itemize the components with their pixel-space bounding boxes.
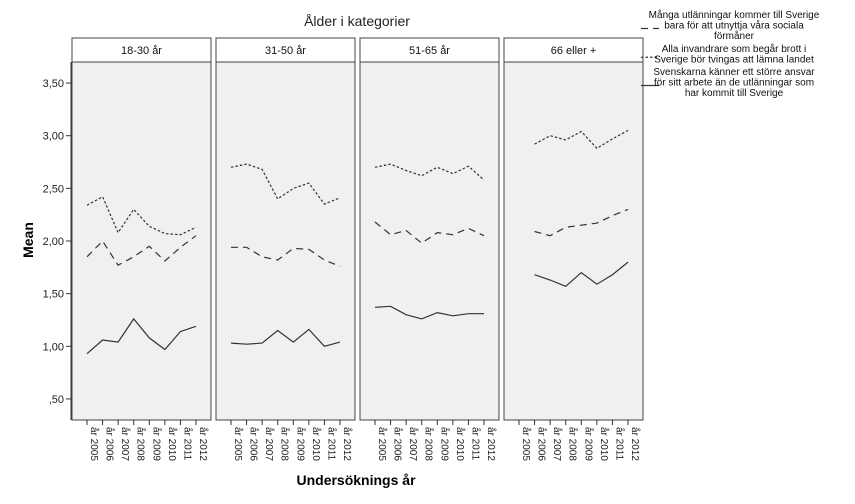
x-tick-label: år 2009	[294, 427, 306, 461]
panel-label: 18-30 år	[121, 45, 162, 57]
x-axis-title: Undersöknings år	[296, 472, 416, 488]
x-tick-label: år 2010	[598, 427, 610, 461]
x-tick-label: år 2005	[88, 427, 100, 461]
y-tick-label: 2,50	[43, 183, 64, 195]
y-tick-label: 2,00	[43, 236, 64, 248]
panel-plot-area	[359, 61, 500, 421]
series-line	[534, 129, 629, 150]
panel-plot-area	[71, 61, 212, 421]
x-tick-label: år 2009	[438, 427, 450, 461]
x-tick-label: år 2007	[407, 427, 419, 461]
x-tick-label: år 2005	[376, 427, 388, 461]
series-line	[534, 208, 629, 237]
series-line	[86, 317, 197, 355]
series-line	[231, 246, 341, 267]
series-line	[374, 221, 485, 244]
x-tick-label: år 2012	[629, 427, 641, 461]
series-line	[374, 163, 485, 181]
x-tick-label: år 2005	[520, 427, 532, 461]
x-tick-label: år 2006	[248, 427, 260, 461]
series-line	[230, 163, 341, 205]
x-tick-label: år 2009	[150, 427, 162, 461]
y-tick-label: 1,50	[43, 289, 64, 301]
y-tick-label: 3,50	[43, 78, 64, 90]
x-tick-label: år 2008	[423, 427, 435, 461]
x-tick-label: år 2008	[279, 427, 291, 461]
x-tick-label: år 2008	[567, 427, 579, 461]
series-line	[230, 328, 341, 347]
x-tick-label: år 2010	[310, 427, 322, 461]
series-line	[374, 305, 484, 320]
x-tick-label: år 2010	[454, 427, 466, 461]
panel-plot-area	[215, 61, 356, 421]
x-tick-label: år 2007	[119, 427, 131, 461]
y-tick-label: 3,00	[43, 131, 64, 143]
x-tick-label: år 2005	[232, 427, 244, 461]
x-tick-label: år 2011	[613, 427, 625, 461]
x-tick-label: år 2009	[582, 427, 594, 461]
x-tick-label: år 2007	[551, 427, 563, 461]
panel-label: 66 eller +	[551, 45, 597, 57]
x-tick-label: år 2006	[104, 427, 116, 461]
y-tick-label: 1,00	[43, 341, 64, 353]
y-axis-title: Mean	[20, 222, 36, 258]
legend: Många utlänningar kommer till Sverige bar…	[641, 9, 820, 99]
legend-entry: Många utlänningar kommer till Sverige bar…	[649, 9, 820, 42]
legend-entry: Svenskarna känner ett större ansvar för s…	[653, 67, 815, 99]
x-tick-label: år 2007	[263, 427, 275, 461]
panel-header	[215, 37, 356, 63]
panel-plot-area	[503, 61, 644, 421]
x-tick-label: år 2010	[166, 427, 178, 461]
x-tick-label: år 2006	[536, 427, 548, 461]
panel-header	[359, 37, 500, 63]
series-line	[86, 235, 197, 266]
panel-label: 31-50 år	[265, 45, 306, 57]
x-tick-label: år 2012	[197, 427, 209, 461]
series-line	[534, 261, 629, 287]
x-tick-label: år 2011	[469, 427, 481, 461]
x-tick-label: år 2012	[341, 427, 353, 461]
x-tick-label: år 2011	[181, 427, 193, 461]
x-tick-label: år 2011	[325, 427, 337, 461]
panel-header	[503, 37, 644, 63]
y-tick-label: ,50	[49, 394, 64, 406]
x-tick-label: år 2006	[392, 427, 404, 461]
x-tick-label: år 2008	[135, 427, 147, 461]
panel-label: 51-65 år	[409, 45, 450, 57]
panel: 66 eller +år 2005 år 2006 år 2007 år 2008 år…	[503, 37, 644, 461]
legend-entry: Alla invandrare som begår brott i Sverige…	[654, 43, 814, 66]
panel-header	[71, 37, 212, 63]
x-tick-label: år 2012	[485, 427, 497, 461]
series-line	[86, 195, 197, 236]
chart-title: Ålder i kategorier	[304, 13, 410, 29]
